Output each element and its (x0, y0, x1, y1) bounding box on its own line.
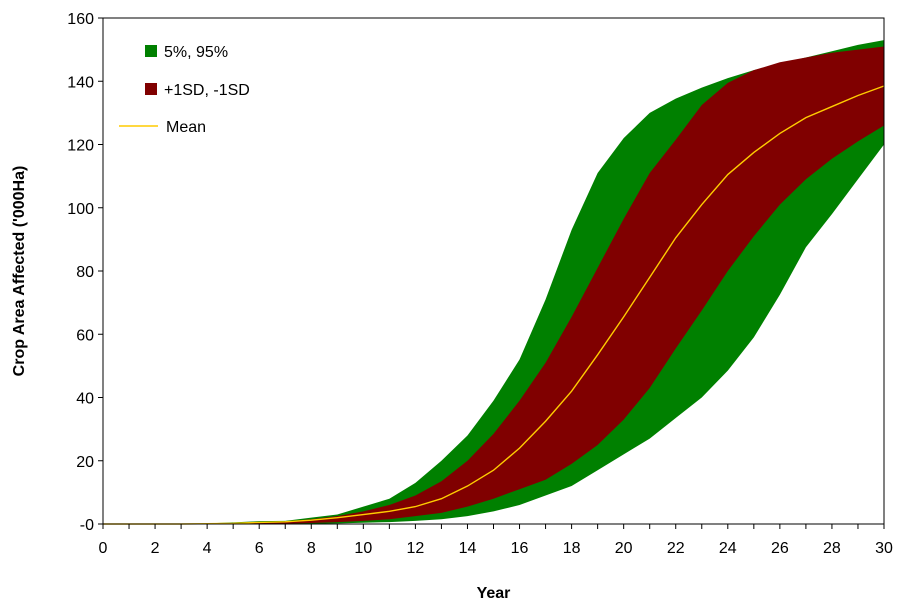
x-tick-label: 28 (823, 540, 841, 557)
ticks: 0 2 4 6 8 10 12 14 16 18 20 22 24 26 28 30-020406080100… (67, 11, 893, 557)
y-tick-label: 40 (76, 391, 94, 408)
x-tick-label: 6 (255, 540, 264, 557)
y-axis-title: Crop Area Affected ('000Ha) (11, 166, 28, 377)
legend-label: Mean (166, 119, 206, 136)
y-tick-label: 60 (76, 327, 94, 344)
x-tick-label: 22 (667, 540, 685, 557)
plot-series (103, 40, 885, 525)
x-tick-label: 14 (459, 540, 477, 557)
line-mean (103, 85, 885, 525)
y-tick-label: -0 (80, 517, 94, 534)
legend-swatch (145, 45, 157, 57)
legend-swatch (145, 83, 157, 95)
y-tick-label: 100 (67, 201, 94, 218)
x-tick-label: 18 (563, 540, 581, 557)
x-tick-label: 0 (99, 540, 108, 557)
legend: 5%, 95% +1SD, -1SD Mean (119, 44, 250, 136)
x-tick-label: 20 (615, 540, 633, 557)
legend-label: 5%, 95% (164, 44, 228, 61)
x-tick-label: 16 (511, 540, 529, 557)
y-tick-label: 120 (67, 138, 94, 155)
x-tick-label: 24 (719, 540, 737, 557)
y-tick-label: 80 (76, 264, 94, 281)
x-tick-label: 4 (203, 540, 212, 557)
legend-label: +1SD, -1SD (164, 82, 250, 99)
x-tick-label: 2 (151, 540, 160, 557)
y-tick-label: 20 (76, 454, 94, 471)
x-tick-label: 8 (307, 540, 316, 557)
band-1sd-1sd (103, 46, 884, 525)
x-tick-label: 30 (875, 540, 893, 557)
x-tick-label: 12 (407, 540, 425, 557)
y-tick-label: 160 (67, 11, 94, 28)
x-tick-label: 10 (354, 540, 372, 557)
x-axis-title: Year (477, 585, 511, 602)
x-tick-label: 26 (771, 540, 789, 557)
y-tick-label: 140 (67, 74, 94, 91)
